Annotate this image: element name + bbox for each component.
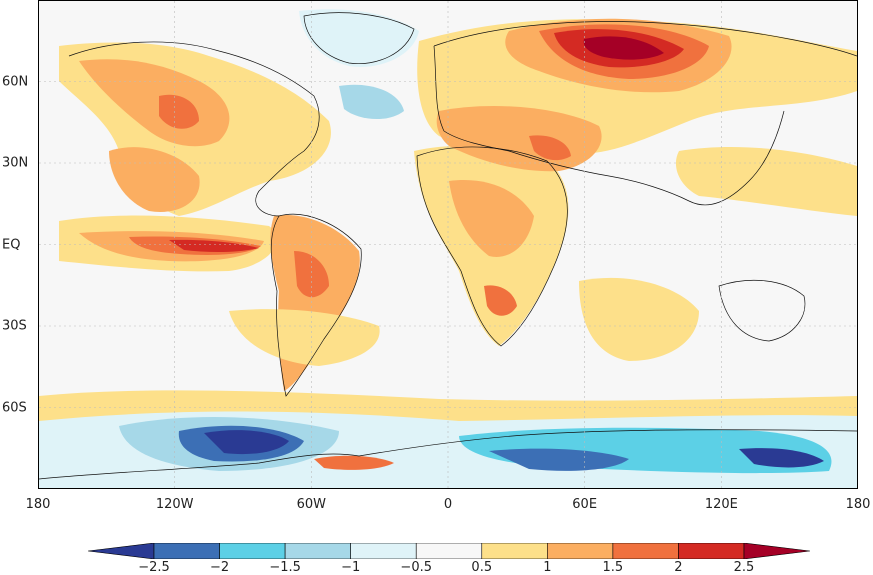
weddell-warm xyxy=(314,455,394,470)
east-pacific-warm xyxy=(675,146,857,216)
lat-tick-label: 60N xyxy=(2,74,29,89)
greenland-cool xyxy=(299,9,419,67)
siberia-core xyxy=(583,36,664,60)
south-america-hot xyxy=(294,251,329,298)
south-atlantic-warm xyxy=(229,309,380,366)
coast-greenland xyxy=(303,12,415,65)
colorbar-box xyxy=(415,543,483,559)
anomaly-map xyxy=(38,0,858,489)
lon-tick-label: 120W xyxy=(155,497,194,512)
colorbar-tick-label: −1 xyxy=(341,560,361,575)
africa-orange xyxy=(449,180,534,257)
colorbar-tick-label: 2 xyxy=(674,560,683,575)
colorbar-box xyxy=(350,543,417,559)
lon-tick-label: 180 xyxy=(25,497,51,512)
lon-tick-label: 0 xyxy=(443,497,453,512)
indian-ocean-warm xyxy=(579,277,699,361)
cool-anomaly-regions xyxy=(39,9,857,488)
coast-north-america xyxy=(68,41,320,217)
antarctic-deep-east xyxy=(489,448,629,471)
colorbar-tick-label: −2 xyxy=(209,560,230,575)
coast-south-america xyxy=(270,213,362,397)
lon-tick-label: 180 xyxy=(845,497,871,512)
coast-eurasia xyxy=(433,21,857,206)
lon-tick-label: 60E xyxy=(572,497,598,512)
colorbar-tick-label: −1.5 xyxy=(269,560,301,575)
colorbar-box xyxy=(612,543,679,559)
colorbar-tick-label: −0.5 xyxy=(400,560,433,575)
south-africa-hot xyxy=(484,285,517,316)
colorbar-box xyxy=(678,543,745,559)
middle-east-hot xyxy=(529,135,571,161)
lat-tick-label: 60S xyxy=(2,400,27,415)
lat-tick-label: 30S xyxy=(2,318,27,334)
colorbar-tick-label: 1 xyxy=(543,560,552,575)
coastlines xyxy=(39,12,857,480)
colorbar-tick-label: −2.5 xyxy=(138,560,170,575)
map-canvas xyxy=(39,1,857,488)
coast-antarctica xyxy=(39,429,857,480)
hudson-hot xyxy=(159,94,199,129)
lon-tick-label: 120E xyxy=(704,497,738,512)
antarctic-core-east xyxy=(739,448,824,468)
lat-tick-label: EQ xyxy=(2,237,21,252)
warm-anomaly-regions xyxy=(39,18,857,428)
colorbar-tick-label: 2.5 xyxy=(733,560,755,575)
colorbar-box xyxy=(153,543,220,559)
antarctic-core-west xyxy=(204,430,289,455)
colorbar-box xyxy=(284,543,351,559)
north-atlantic-cool xyxy=(339,84,404,120)
graticule xyxy=(39,1,857,488)
coast-australia xyxy=(718,279,806,342)
colorbar-high-extension xyxy=(743,543,810,559)
lat-tick-label: 30N xyxy=(2,155,29,171)
colorbar-box xyxy=(547,543,614,559)
coast-africa xyxy=(416,146,568,347)
pacific-ne-warm xyxy=(109,147,200,212)
enso-core xyxy=(169,239,259,253)
colorbar-low-extension xyxy=(88,543,155,559)
colorbar xyxy=(88,543,810,559)
lon-tick-label: 60W xyxy=(296,497,327,512)
colorbar-box xyxy=(481,543,548,559)
colorbar-box xyxy=(219,543,286,559)
colorbar-tick-label: 0.5 xyxy=(471,560,493,575)
colorbar-tick-label: 1.5 xyxy=(602,560,624,575)
